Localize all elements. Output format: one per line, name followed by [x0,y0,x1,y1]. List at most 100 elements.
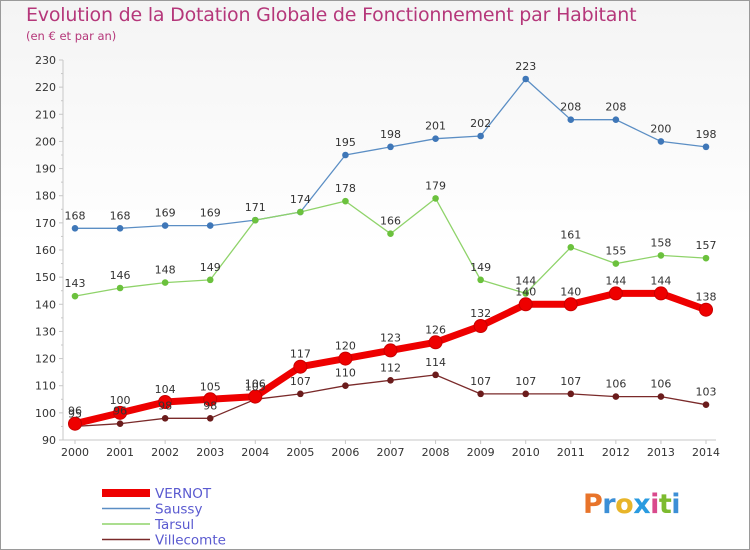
y-tick-label: 170 [35,217,56,230]
point-vernot [203,392,218,407]
point-villecomte [387,376,394,384]
point-tarsul [612,260,620,267]
point-tarsul [387,230,394,238]
logo-letter: i [650,489,659,520]
y-tick-label: 210 [35,108,56,121]
point-vernot [699,302,713,317]
y-tick-label: 150 [35,271,56,284]
point-villecomte [477,390,484,398]
point-saussy [206,222,214,229]
y-tick-label: 90 [42,434,56,447]
point-saussy [387,143,394,151]
point-villecomte [297,390,304,398]
x-tick-label: 2014 [692,446,720,459]
legend-label-tarsul: Tarsul [154,517,194,533]
data-label-villecomte: 105 [245,380,266,393]
data-label-vernot: 117 [290,348,311,361]
y-tick-label: 120 [35,353,56,366]
point-villecomte [432,371,439,379]
data-label-tarsul: 149 [470,261,491,274]
point-saussy [522,75,530,83]
x-tick-label: 2005 [286,446,314,459]
data-label-tarsul: 146 [110,269,131,282]
y-tick-label: 130 [35,325,56,338]
data-label-vernot: 106 [245,378,266,391]
point-saussy [161,222,169,229]
data-label-tarsul: 166 [380,215,401,228]
logo-letter: x [633,489,651,520]
point-villecomte [702,401,710,409]
data-label-tarsul: 155 [605,245,626,258]
point-vernot [383,343,398,358]
point-vernot [68,416,82,431]
point-vernot [113,405,128,420]
data-label-villecomte: 95 [68,407,82,420]
data-label-vernot: 138 [696,291,717,304]
data-label-tarsul: 143 [65,277,86,290]
x-tick-label: 2006 [331,446,359,459]
data-label-vernot: 132 [470,307,491,320]
data-label-saussy: 223 [515,60,536,73]
point-saussy [702,143,710,151]
data-label-saussy: 168 [110,209,131,222]
point-tarsul [522,290,530,297]
point-villecomte [567,390,575,398]
x-tick-label: 2001 [106,446,134,459]
y-tick-label: 140 [35,298,56,311]
point-tarsul [116,284,124,292]
point-tarsul [477,276,484,284]
data-label-saussy: 169 [200,207,221,220]
legend-label-villecomte: Villecomte [155,533,226,549]
y-tick-label: 190 [35,163,56,176]
point-tarsul [702,254,710,262]
data-label-vernot: 140 [515,285,536,298]
data-label-saussy: 202 [470,117,491,130]
data-label-tarsul: 178 [335,182,356,195]
point-vernot [473,319,488,333]
data-label-tarsul: 149 [200,261,221,274]
data-label-vernot: 100 [110,394,131,407]
data-label-villecomte: 103 [696,386,717,399]
data-label-vernot: 144 [605,274,626,287]
data-label-villecomte: 110 [335,367,356,380]
data-label-saussy: 198 [696,128,717,141]
data-label-villecomte: 112 [380,361,401,374]
point-vernot [338,351,353,366]
point-saussy [657,138,665,145]
point-tarsul [342,197,349,205]
x-tick-label: 2012 [602,446,630,459]
data-label-tarsul: 161 [560,228,581,241]
point-villecomte [161,414,169,422]
data-label-villecomte: 107 [515,375,536,388]
point-saussy [432,135,439,143]
data-label-saussy: 201 [425,120,446,133]
logo-letter: i [671,489,681,520]
data-label-saussy: 168 [65,209,86,222]
point-villecomte [522,390,530,398]
point-saussy [342,151,349,159]
point-saussy [116,224,124,232]
data-label-saussy: 171 [245,201,266,214]
y-tick-label: 200 [35,135,56,148]
data-label-saussy: 195 [335,136,356,149]
data-labels: 168 168 169 169 171 174 195 198 201 202 223 208 208 2… [65,60,717,420]
y-tick-label: 230 [35,54,56,67]
data-label-tarsul: 148 [155,264,176,277]
data-label-vernot: 140 [560,285,581,298]
point-villecomte [657,393,665,400]
point-vernot [518,297,533,312]
y-tick-label: 220 [35,81,56,94]
point-saussy [567,116,575,124]
x-tick-label: 2010 [512,446,540,459]
data-label-saussy: 198 [380,128,401,141]
logo-letter: t [658,489,672,520]
data-label-villecomte: 107 [470,375,491,388]
data-label-villecomte: 106 [605,378,626,391]
data-label-tarsul: 157 [696,239,717,252]
point-villecomte [206,414,214,422]
axes: 90 100 110 120 130 140 150 160 170 180 190 200 210 22… [35,54,720,459]
point-villecomte [116,420,124,428]
